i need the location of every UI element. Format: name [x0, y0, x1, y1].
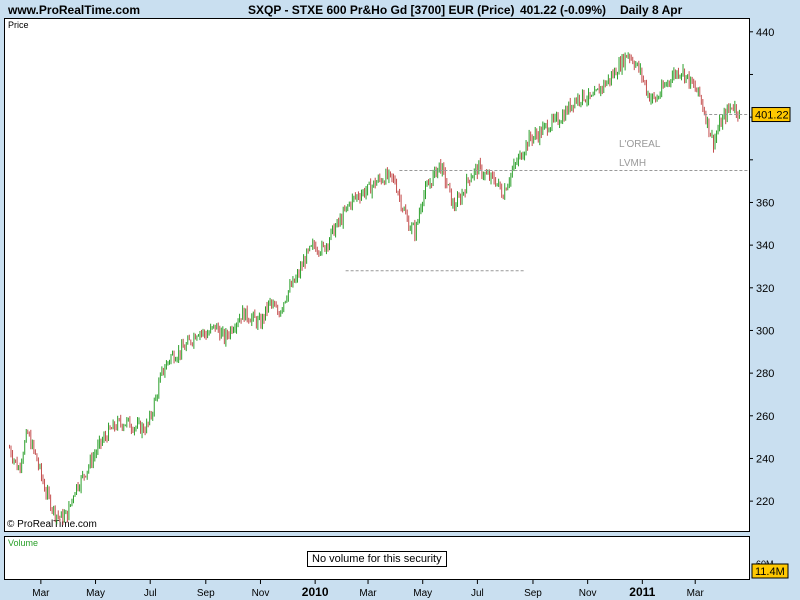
y-tick-label: 260	[756, 411, 774, 423]
volume-panel[interactable]: Volume No volume for this security	[4, 536, 750, 580]
price-panel[interactable]: Price © ProRealTime.com	[4, 18, 750, 532]
y-tick-label: 340	[756, 240, 774, 252]
x-tick-label: Mar	[32, 588, 50, 599]
x-tick-label: Nov	[579, 588, 597, 599]
no-volume-message: No volume for this security	[307, 551, 447, 567]
y-tick-label: 240	[756, 453, 774, 465]
chart-header: www.ProRealTime.com SXQP - STXE 600 Pr&H…	[0, 0, 800, 18]
x-tick-label: May	[86, 588, 105, 599]
y-tick-label: 360	[756, 197, 774, 209]
x-tick-label: Jul	[144, 588, 157, 599]
volume-tag	[751, 563, 789, 579]
y-tick-label: 220	[756, 496, 774, 508]
x-tick-label: 2011	[629, 585, 655, 599]
price-panel-label: Price	[8, 20, 29, 30]
y-tick-label: 320	[756, 283, 774, 295]
x-axis: Mar May Jul Sep Nov 2010 Mar May Jul Sep Nov 2011 Ma…	[32, 580, 704, 599]
candles-layer	[8, 52, 740, 526]
x-tick-label: 2010	[302, 585, 329, 599]
x-tick-label: Sep	[524, 588, 542, 599]
volume-tag-label: 11.4M	[755, 566, 785, 578]
period-label: Daily 8 Apr	[620, 3, 683, 17]
last-price-tag-label: 401.22	[755, 110, 789, 122]
annotation-label: L'OREAL	[619, 139, 661, 150]
x-tick-label: Nov	[252, 588, 270, 599]
annotations-layer: L'OREAL LVMH	[345, 114, 749, 272]
last-price-tag	[751, 107, 791, 123]
site-url[interactable]: www.ProRealTime.com	[8, 3, 141, 17]
y-tick-label: 440	[756, 27, 774, 39]
copyright-text: © ProRealTime.com	[7, 519, 97, 530]
y-tick-label: 300	[756, 325, 774, 337]
x-tick-label: May	[413, 588, 432, 599]
volume-panel-label: Volume	[8, 538, 39, 548]
y-tick-label: 280	[756, 368, 774, 380]
annotation-label: LVMH	[619, 158, 646, 169]
x-tick-label: Sep	[197, 588, 215, 599]
x-tick-label: Mar	[687, 588, 705, 599]
instrument-title: SXQP - STXE 600 Pr&Ho Gd [3700] EUR (Pri…	[248, 3, 515, 17]
last-price-change: 401.22 (-0.09%)	[520, 3, 607, 17]
y-axis: 220 240 260 280 300 320 340 360 440	[749, 27, 774, 508]
price-tags: 401.2260M11.4M	[751, 107, 791, 579]
x-tick-label: Mar	[359, 588, 377, 599]
x-tick-label: Jul	[471, 588, 484, 599]
